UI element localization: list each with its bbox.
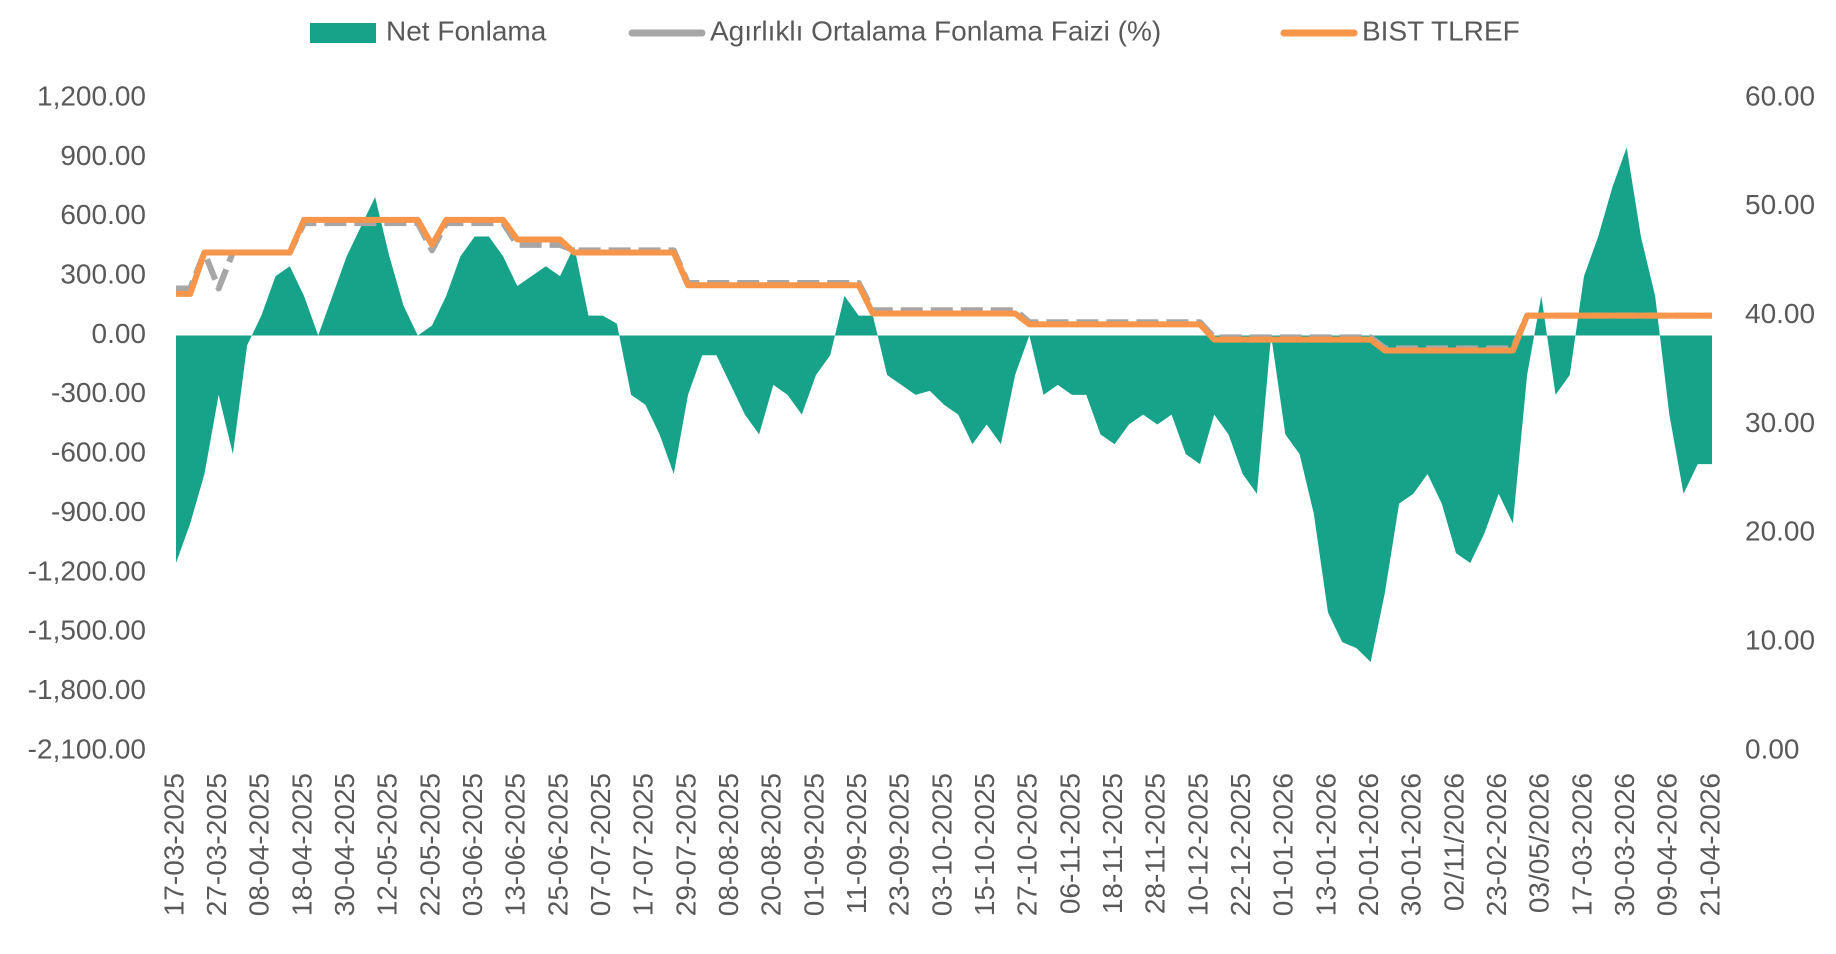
x-tick-label: 30-03-2026 [1609,773,1640,916]
legend-swatch [310,23,376,43]
y-tick-label: -600.00 [51,437,146,468]
area [176,147,1712,662]
y-tick-label: 0.00 [92,318,147,349]
x-tick-label: 27-03-2025 [201,773,232,916]
x-tick-label: 21-04-2026 [1694,773,1725,916]
y2-tick-label: 40.00 [1745,298,1815,329]
x-tick-label: 06-11-2025 [1054,773,1085,914]
x-tick-label: 03/05/2026 [1524,773,1555,913]
x-tick-label: 20-01-2026 [1353,773,1384,916]
x-tick-label: 23-02-2026 [1481,773,1512,916]
legend-label: Net Fonlama [386,15,547,46]
x-tick-label: 22-05-2025 [414,773,445,916]
legend-label: Agırlıklı Ortalama Fonlama Faizi (%) [710,15,1161,46]
x-tick-label: 03-10-2025 [926,773,957,916]
x-tick-label: 11-09-2025 [841,773,872,914]
y2-tick-label: 50.00 [1745,189,1815,220]
y2-tick-label: 0.00 [1745,733,1800,764]
x-tick-label: 22-12-2025 [1225,773,1256,916]
y-tick-label: -300.00 [51,377,146,408]
y2-tick-label: 60.00 [1745,80,1815,111]
x-tick-label: 17-03-2026 [1566,773,1597,916]
y-tick-label: -1,500.00 [28,615,146,646]
x-tick-label: 25-06-2025 [542,773,573,916]
x-tick-label: 17-03-2025 [158,773,189,916]
x-tick-label: 18-04-2025 [286,773,317,916]
y2-tick-label: 10.00 [1745,625,1815,656]
legend-label: BIST TLREF [1362,15,1520,46]
x-tick-label: 29-07-2025 [670,773,701,916]
x-tick-label: 15-10-2025 [969,773,1000,916]
line [176,216,1712,354]
x-tick-label: 03-06-2025 [457,773,488,916]
x-tick-label: 30-01-2026 [1396,773,1427,916]
y-tick-label: 900.00 [60,140,146,171]
y2-tick-label: 30.00 [1745,407,1815,438]
x-tick-label: 09-04-2026 [1652,773,1683,916]
x-tick-label: 23-09-2025 [884,773,915,916]
y-tick-label: 600.00 [60,199,146,230]
x-tick-label: 27-10-2025 [1012,773,1043,916]
y-tick-label: -2,100.00 [28,733,146,764]
y-tick-label: -1,200.00 [28,555,146,586]
x-tick-label: 08-08-2025 [713,773,744,916]
y-tick-label: 300.00 [60,258,146,289]
x-tick-label: 30-04-2025 [329,773,360,916]
x-tick-label: 20-08-2025 [756,773,787,916]
y-tick-label: -900.00 [51,496,146,527]
line [176,220,1712,352]
x-tick-label: 01-01-2026 [1268,773,1299,916]
x-tick-label: 07-07-2025 [585,773,616,916]
x-tick-label: 02/11/2026 [1438,773,1469,911]
x-tick-label: 12-05-2025 [372,773,403,916]
y-tick-label: 1,200.00 [37,80,146,111]
x-tick-label: 13-01-2026 [1310,773,1341,916]
x-tick-label: 10-12-2025 [1182,773,1213,916]
x-tick-label: 13-06-2025 [500,773,531,916]
x-tick-label: 08-04-2025 [244,773,275,916]
y2-tick-label: 20.00 [1745,516,1815,547]
x-tick-label: 17-07-2025 [628,773,659,916]
x-tick-label: 01-09-2025 [798,773,829,916]
x-tick-label: 18-11-2025 [1097,773,1128,914]
x-tick-label: 28-11-2025 [1140,773,1171,914]
y-tick-label: -1,800.00 [28,674,146,705]
